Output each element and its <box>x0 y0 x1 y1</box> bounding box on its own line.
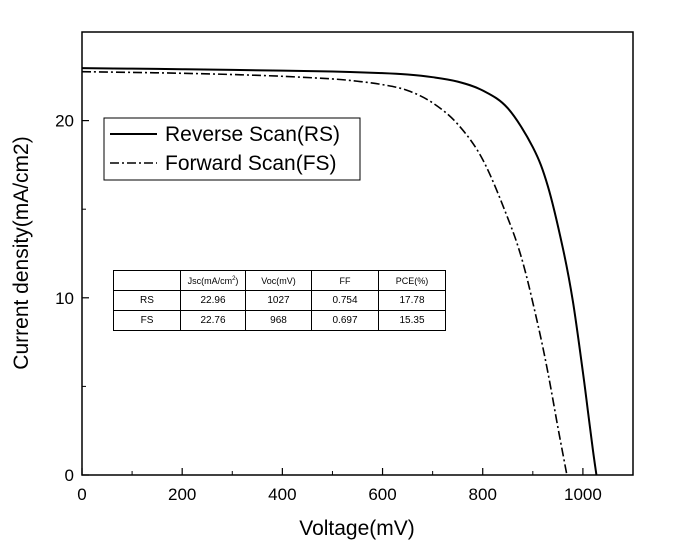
table-cell-ff: 0.754 <box>311 290 379 311</box>
table-cell-voc: 968 <box>245 310 312 331</box>
y-tick-label: 0 <box>65 466 74 485</box>
x-tick-label: 1000 <box>564 485 602 504</box>
table-cell-ff: 0.697 <box>311 310 379 331</box>
jsc-header-end: ) <box>235 275 239 286</box>
table-header-voc: Voc(mV) <box>245 270 312 291</box>
table-cell-pce: 15.35 <box>378 310 446 331</box>
table-header-jsc: Jsc(mA/cm2) <box>180 270 246 291</box>
jsc-header-base: Jsc(mA/cm <box>187 275 233 286</box>
y-tick-label: 20 <box>55 112 74 131</box>
x-tick-label: 600 <box>368 485 396 504</box>
table-cell-jsc: 22.76 <box>180 310 246 331</box>
table-cell-scan: FS <box>113 310 181 331</box>
y-axis-title: Current density(mA/cm2) <box>10 136 33 369</box>
x-tick-label: 200 <box>168 485 196 504</box>
x-tick-label: 400 <box>268 485 296 504</box>
table-header-pce: PCE(%) <box>378 270 446 291</box>
x-axis-title: Voltage(mV) <box>299 517 415 540</box>
series-line-reverse-scan <box>81 67 598 476</box>
jsc-header-sup: 2 <box>232 275 236 282</box>
legend-label-rs: Reverse Scan(RS) <box>165 123 340 146</box>
table-header-row: Jsc(mA/cm2) Voc(mV) FF PCE(%) <box>113 270 446 291</box>
y-tick-label: 10 <box>55 289 74 308</box>
legend: Reverse Scan(RS) Forward Scan(FS) <box>103 117 361 181</box>
table-row: FS 22.76 968 0.697 15.35 <box>113 310 446 331</box>
table-cell-jsc: 22.96 <box>180 290 246 311</box>
legend-box <box>103 117 361 181</box>
series-line-forward-scan <box>81 70 568 476</box>
table-header-empty <box>113 270 181 291</box>
legend-label-fs: Forward Scan(FS) <box>165 152 337 175</box>
table-header-ff: FF <box>311 270 379 291</box>
x-tick-label: 0 <box>77 485 86 504</box>
table-cell-scan: RS <box>113 290 181 311</box>
x-tick-label: 800 <box>469 485 497 504</box>
photovoltaic-parameters-table: Jsc(mA/cm2) Voc(mV) FF PCE(%) RS 22.96 1… <box>113 270 446 331</box>
table-cell-pce: 17.78 <box>378 290 446 311</box>
table-cell-voc: 1027 <box>245 290 312 311</box>
plot-frame <box>81 31 634 476</box>
table-row: RS 22.96 1027 0.754 17.78 <box>113 290 446 311</box>
